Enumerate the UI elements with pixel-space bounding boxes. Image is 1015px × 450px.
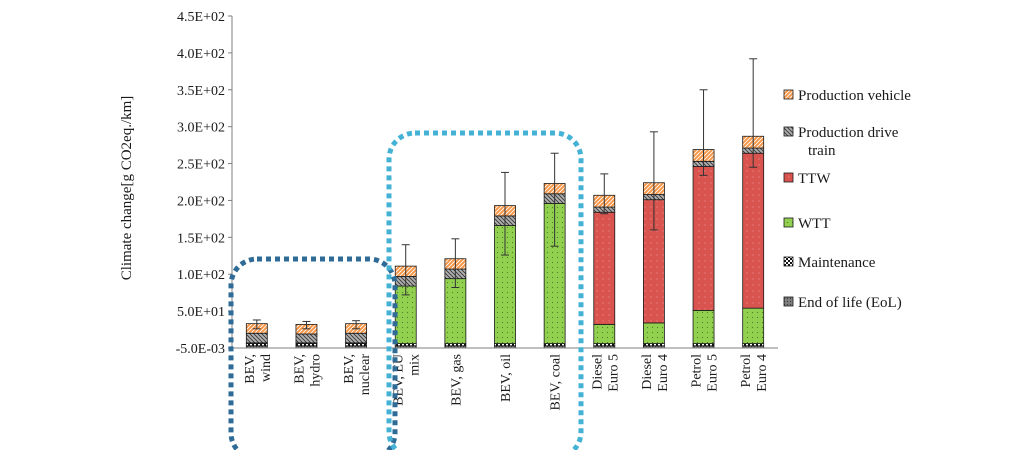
x-category-line: Diesel xyxy=(640,354,655,390)
y-axis-title: Climate change[g CO2eq./km] xyxy=(119,96,135,281)
x-category-line: Diesel xyxy=(590,354,605,390)
legend-swatch xyxy=(783,256,794,267)
legend-label: TTW xyxy=(798,171,831,187)
x-category-label: BEV, nuclear xyxy=(342,354,373,396)
legend: Production vehicle Production drive train T… xyxy=(783,88,911,311)
legend-label: Production drive xyxy=(798,125,899,141)
x-axis-labels: BEV, wind BEV, hydro BEV, nuclear BEV, EU mix BE… xyxy=(243,354,770,411)
x-category-line: BEV, xyxy=(342,354,357,384)
y-tick-label: 5.0E+01 xyxy=(177,305,225,320)
x-category-label: BEV, coal xyxy=(549,354,564,411)
x-category-label: BEV, gas xyxy=(449,354,464,406)
legend-swatch xyxy=(783,126,794,137)
x-category-line: Petrol xyxy=(690,354,705,388)
x-category-line: Euro 5 xyxy=(606,354,621,392)
x-category-line: BEV, xyxy=(243,354,258,384)
x-category-line: nuclear xyxy=(358,354,373,396)
legend-label: Maintenance xyxy=(798,255,876,271)
bars xyxy=(245,135,765,349)
x-category-line: BEV, xyxy=(292,354,307,384)
bar-segment xyxy=(295,333,318,344)
y-tick-label: -5.0E-03 xyxy=(176,342,225,357)
x-category-line: BEV, coal xyxy=(549,354,564,411)
legend-swatch xyxy=(783,217,794,228)
legend-label: Production vehicle xyxy=(798,88,911,104)
bar-segment xyxy=(593,211,616,325)
annotation-box-fossil xyxy=(386,130,584,450)
bar-segment xyxy=(245,332,268,344)
y-tick-label: 2.5E+02 xyxy=(177,158,225,173)
x-category-line: Euro 5 xyxy=(706,354,721,392)
x-category-label: Petrol Euro 4 xyxy=(739,354,770,392)
x-category-label: BEV, oil xyxy=(499,354,514,402)
bar-segment xyxy=(593,323,616,344)
legend-label: WTT xyxy=(798,216,830,232)
y-tick-label: 1.0E+02 xyxy=(177,268,225,283)
x-category-line: Petrol xyxy=(739,354,754,388)
bar-segment xyxy=(692,309,715,344)
y-tick-label: 1.5E+02 xyxy=(177,231,225,246)
bar-segment xyxy=(643,322,665,344)
y-tick-label: 3.0E+02 xyxy=(177,121,225,136)
x-category-label: Diesel Euro 4 xyxy=(640,354,671,392)
legend-swatch xyxy=(783,89,794,100)
x-category-line: wind xyxy=(259,354,274,382)
bar-segment xyxy=(692,166,715,311)
bar-segment xyxy=(345,332,367,344)
x-category-line: BEV, oil xyxy=(499,354,514,402)
x-category-label: Diesel Euro 5 xyxy=(590,354,621,392)
x-category-line: hydro xyxy=(308,354,323,387)
legend-label: train xyxy=(808,143,836,159)
x-category-label: BEV, wind xyxy=(243,354,274,384)
y-tick-label: 4.0E+02 xyxy=(177,47,225,62)
y-tick-label: 4.5E+02 xyxy=(177,10,225,25)
y-tick-label: 2.0E+02 xyxy=(177,194,225,209)
x-category-line: mix xyxy=(408,354,423,376)
bar-segment xyxy=(742,152,765,309)
bar-segment xyxy=(742,307,765,344)
legend-label: End of life (EoL) xyxy=(798,295,902,311)
x-category-label: BEV, hydro xyxy=(292,354,323,387)
x-category-line: BEV, gas xyxy=(449,354,464,406)
x-category-line: Euro 4 xyxy=(656,354,671,392)
annotation-box-low-carbon xyxy=(228,256,398,450)
bar-segment xyxy=(444,278,467,344)
error-bars xyxy=(252,58,758,330)
legend-swatch xyxy=(783,296,794,307)
x-category-line: Euro 4 xyxy=(755,354,770,392)
y-axis-ticks: -5.0E-03 5.0E+01 1.0E+02 1.5E+02 2.0E+02 2.5E… xyxy=(176,10,232,357)
y-tick-label: 3.5E+02 xyxy=(177,84,225,99)
legend-swatch xyxy=(783,172,794,183)
x-category-label: Petrol Euro 5 xyxy=(690,354,721,392)
